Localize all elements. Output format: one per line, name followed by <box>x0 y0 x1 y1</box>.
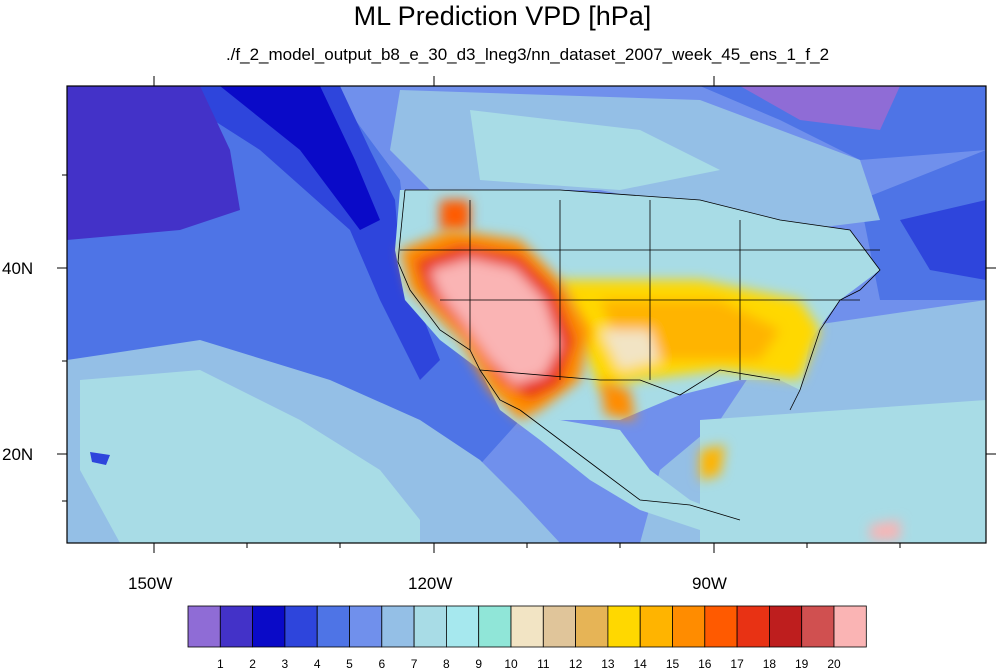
colorbar-swatch <box>510 605 544 648</box>
colorbar-swatch <box>349 605 383 648</box>
colorbar-swatch <box>639 605 673 648</box>
colorbar-swatch <box>704 605 738 648</box>
colorbar-label: 16 <box>698 657 712 671</box>
colorbar-swatch <box>252 605 286 648</box>
coastlines <box>397 189 881 521</box>
colorbar-label: 9 <box>475 657 483 671</box>
colorbar-label: 6 <box>378 657 386 671</box>
colorbar-swatch <box>187 605 221 648</box>
colorbar-label: 1 <box>216 657 224 671</box>
colorbar-label: 18 <box>762 657 777 671</box>
colorbar-label: 20 <box>827 657 841 671</box>
colorbar-label: 15 <box>665 657 680 671</box>
colorbar <box>187 605 867 648</box>
colorbar-swatch <box>542 605 576 648</box>
colorbar-swatch <box>801 605 835 648</box>
x-tick-label-90w: 90W <box>692 574 727 593</box>
colorbar-swatch <box>478 605 512 648</box>
colorbar-label: 8 <box>443 657 450 671</box>
colorbar-label: 12 <box>568 657 583 671</box>
colorbar-label: 14 <box>633 657 647 671</box>
colorbar-label: 11 <box>537 657 550 671</box>
colorbar-label: 5 <box>346 657 353 671</box>
colorbar-swatch <box>769 605 803 648</box>
x-tick-label-120w: 120W <box>408 574 453 593</box>
plot-subtitle: ./f_2_model_output_b8_e_30_d3_lneg3/nn_d… <box>225 45 830 64</box>
colorbar-swatch <box>445 605 480 648</box>
colorbar-label: 17 <box>730 657 744 671</box>
plot-title: ML Prediction VPD [hPa] <box>353 1 652 31</box>
map-field <box>67 86 986 543</box>
colorbar-label: 2 <box>249 657 256 671</box>
tick-marks <box>57 76 996 553</box>
y-tick-label-20n: 20N <box>2 445 34 464</box>
colorbar-swatch <box>316 605 350 648</box>
colorbar-label: 10 <box>504 657 518 671</box>
colorbar-label: 7 <box>410 657 418 671</box>
colorbar-swatch <box>736 605 770 648</box>
colorbar-swatch <box>833 605 867 648</box>
colorbar-swatch <box>381 605 415 648</box>
x-tick-label-150w: 150W <box>128 574 173 593</box>
y-tick-label-40n: 40N <box>2 259 34 278</box>
colorbar-swatch <box>219 605 254 648</box>
colorbar-swatch <box>672 605 706 648</box>
colorbar-swatch <box>413 605 447 648</box>
colorbar-label: 13 <box>601 657 615 671</box>
colorbar-swatch <box>284 605 318 648</box>
colorbar-label: 3 <box>281 657 289 671</box>
colorbar-label: 19 <box>795 657 809 671</box>
colorbar-swatch <box>607 605 641 648</box>
colorbar-swatch <box>575 605 609 648</box>
colorbar-label: 4 <box>313 657 321 671</box>
